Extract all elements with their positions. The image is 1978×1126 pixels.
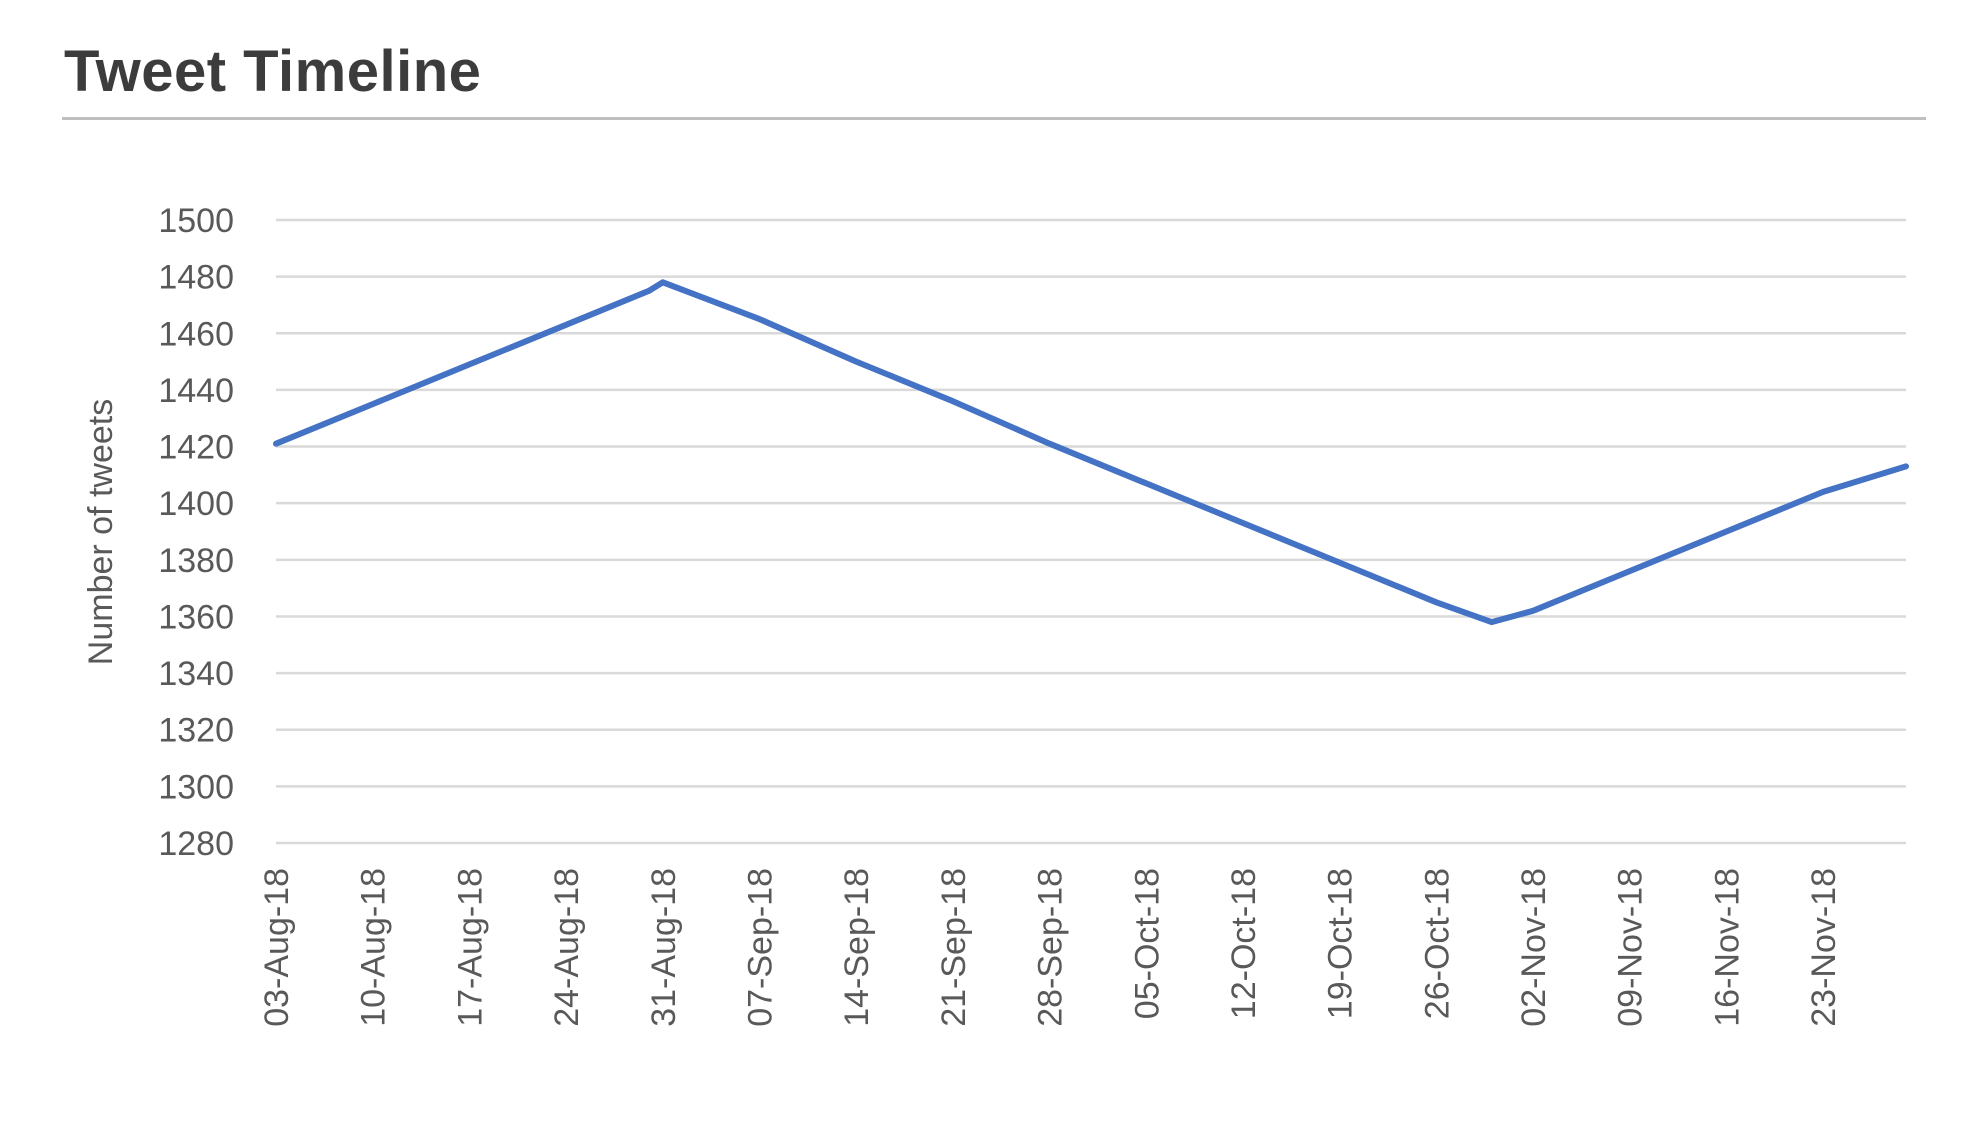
y-tick-label: 1320 [158,712,234,750]
x-tick-label: 09-Nov-18 [1612,868,1650,1027]
y-tick-label: 1280 [158,825,234,863]
y-tick-label: 1500 [158,202,234,240]
y-tick-label: 1440 [158,372,234,410]
x-tick-label: 16-Nov-18 [1708,868,1746,1027]
x-tick-label: 07-Sep-18 [741,868,779,1027]
gridlines [276,218,1906,845]
x-tick-label: 14-Sep-18 [838,868,876,1027]
x-tick-label: 28-Sep-18 [1032,868,1070,1027]
y-axis-ticks: 1500 1480 1460 1440 1420 1400 1380 1360 1340 1320… [158,202,234,863]
x-tick-label: 23-Nov-18 [1805,868,1843,1027]
x-tick-label: 17-Aug-18 [451,868,489,1027]
y-axis-label: Number of tweets [82,399,120,665]
y-tick-label: 1460 [158,315,234,353]
x-tick-label: 12-Oct-18 [1225,868,1263,1019]
y-tick-label: 1380 [158,542,234,580]
y-tick-label: 1420 [158,429,234,467]
x-tick-label: 03-Aug-18 [258,868,296,1027]
y-tick-label: 1480 [158,259,234,297]
x-tick-label: 19-Oct-18 [1322,868,1360,1019]
y-tick-label: 1300 [158,768,234,806]
x-tick-label: 21-Sep-18 [935,868,973,1027]
chart-title: Tweet Timeline [64,39,482,104]
y-tick-label: 1400 [158,485,234,523]
x-tick-label: 24-Aug-18 [548,868,586,1027]
x-tick-label: 10-Aug-18 [355,868,393,1027]
x-tick-label: 05-Oct-18 [1128,868,1166,1019]
y-tick-label: 1340 [158,655,234,693]
y-tick-label: 1360 [158,598,234,636]
x-axis-ticks: 03-Aug-18 10-Aug-18 17-Aug-18 24-Aug-18 31-A… [258,868,1843,1027]
series-layer [273,279,1909,626]
x-tick-label: 02-Nov-18 [1515,868,1553,1027]
x-tick-label: 26-Oct-18 [1418,868,1456,1019]
title-divider [62,117,1926,120]
x-tick-label: 31-Aug-18 [645,868,683,1027]
series-line [273,279,1909,626]
